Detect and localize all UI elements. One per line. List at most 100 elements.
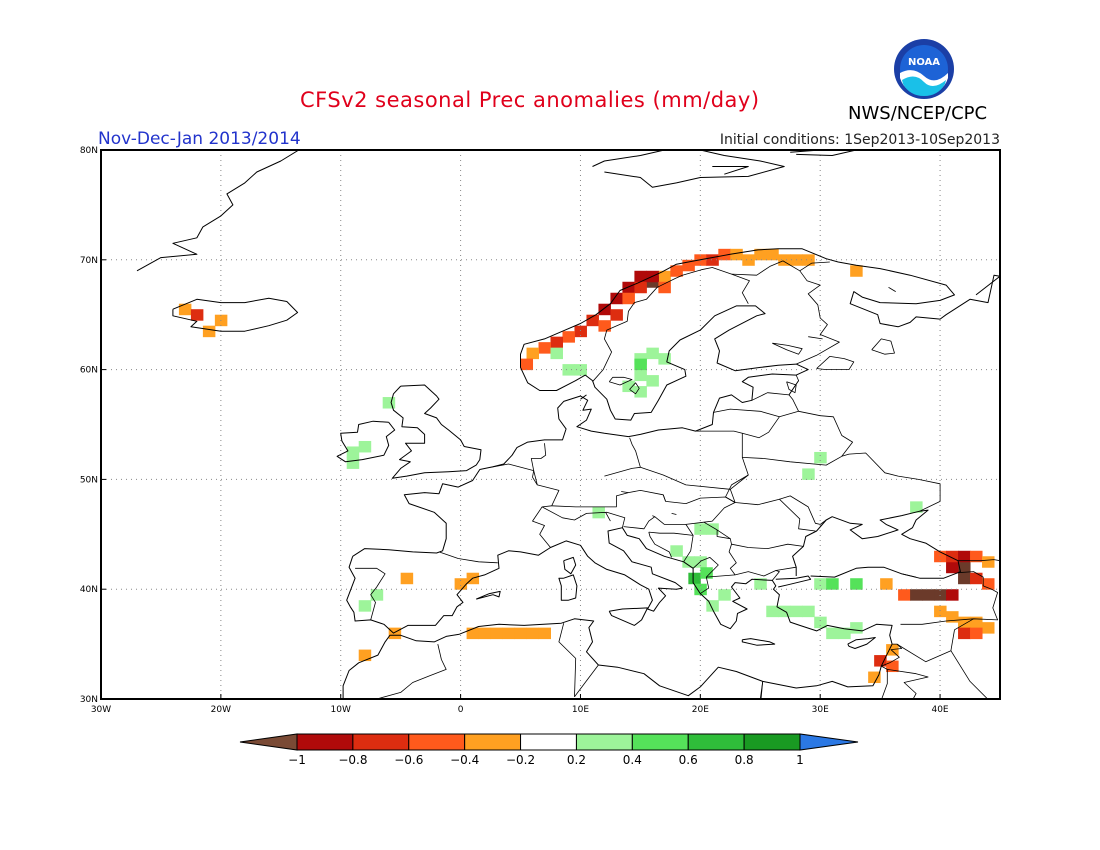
lat-tick-label: 60N	[80, 366, 98, 376]
anomaly-cell	[400, 572, 414, 585]
lat-tick-label: 50N	[80, 475, 98, 485]
anomaly-cell	[934, 589, 947, 601]
anomaly-cell	[538, 342, 551, 354]
anomaly-cell	[634, 281, 647, 294]
anomaly-cell	[910, 589, 923, 601]
anomaly-cell	[550, 347, 563, 360]
country-border	[796, 270, 840, 365]
coastline	[580, 394, 587, 400]
country-border	[950, 650, 989, 699]
lon-tick-label: 10E	[572, 705, 589, 715]
colorbar-swatch	[296, 733, 354, 751]
anomaly-cell	[718, 589, 731, 601]
country-border	[729, 489, 816, 532]
country-border	[530, 443, 547, 486]
coastline	[792, 509, 961, 579]
anomaly-cell	[766, 248, 779, 261]
anomaly-cell	[814, 451, 827, 464]
anomaly-cell	[658, 270, 671, 283]
anomaly-cell	[934, 550, 947, 563]
country-border	[623, 516, 656, 530]
anomaly-cell	[382, 397, 396, 409]
anomaly-cell	[880, 578, 893, 590]
agency-label: NWS/NCEP/CPC	[848, 103, 988, 124]
country-border	[887, 669, 929, 699]
colorbar-swatch	[408, 733, 466, 751]
anomaly-cell	[688, 572, 701, 585]
map-frame	[100, 149, 1001, 700]
country-borders	[343, 260, 1000, 699]
country-border	[901, 573, 917, 578]
anomaly-cell	[970, 616, 983, 629]
axis-ticks: 30W 20W 10W 0 10E 20E 30E 40E 30N 40N 50N 60N 70N 80N	[80, 146, 949, 715]
anomaly-cell	[982, 578, 995, 590]
lon-tick-label: 30E	[812, 705, 829, 715]
country-border	[438, 551, 498, 564]
anomaly-cell	[946, 611, 959, 623]
colorbar-swatch	[575, 733, 633, 751]
anomaly-cell	[682, 556, 695, 568]
anomaly-cell	[946, 561, 959, 574]
country-border	[558, 623, 577, 697]
anomaly-cell	[658, 281, 671, 294]
noaa-logo-text: NOAA	[908, 57, 940, 68]
country-border	[725, 474, 749, 503]
coastline	[608, 607, 649, 626]
lat-tick-label: 80N	[80, 146, 98, 156]
lake-outline	[871, 338, 895, 355]
anomaly-cell	[982, 622, 995, 634]
lake-outline	[786, 381, 797, 394]
anomaly-cell	[598, 303, 611, 316]
anomaly-cell	[202, 325, 216, 338]
anomaly-cell	[562, 364, 575, 376]
anomaly-cell	[346, 446, 360, 458]
anomaly-cell	[514, 627, 528, 640]
country-border	[779, 495, 827, 525]
country-border	[798, 410, 853, 457]
anomaly-cell	[970, 572, 983, 585]
anomaly-cell	[574, 325, 587, 338]
anomaly-cell	[466, 627, 480, 640]
country-border	[742, 452, 941, 512]
lat-tick-label: 70N	[80, 256, 98, 266]
anomaly-cell	[370, 589, 384, 601]
lon-tick-label: 0	[458, 705, 464, 715]
anomaly-cell	[958, 561, 971, 574]
anomaly-cell	[814, 616, 827, 629]
anomaly-cell	[910, 501, 923, 513]
anomaly-cell	[706, 523, 719, 535]
anomaly-cell	[478, 627, 492, 640]
anomaly-cell	[598, 320, 611, 332]
anomaly-cell	[358, 440, 372, 453]
colorbar-label: −0.4	[450, 753, 479, 767]
colorbar-label: 0.4	[623, 753, 642, 767]
anomaly-cell	[358, 600, 372, 612]
colorbar-swatch	[687, 733, 745, 751]
anomaly-cell	[934, 605, 947, 618]
anomaly-cell	[634, 270, 647, 283]
anomaly-cell	[682, 259, 695, 272]
colorbar-arrow-low	[239, 733, 298, 751]
anomaly-cell	[970, 627, 983, 640]
coastline	[172, 297, 299, 332]
anomaly-cell	[838, 627, 851, 640]
lake-outline	[808, 336, 823, 340]
country-border	[716, 529, 731, 540]
country-border	[604, 430, 749, 490]
colorbar-swatch	[464, 733, 522, 751]
initial-conditions: Initial conditions: 1Sep2013-10Sep2013	[719, 132, 1000, 148]
anomaly-cell	[502, 627, 516, 640]
colorbar-label: 0.8	[735, 753, 754, 767]
country-border	[958, 559, 1000, 562]
country-border	[551, 489, 666, 508]
coastline	[741, 638, 776, 646]
lon-tick-label: 20W	[211, 705, 231, 715]
anomaly-cell	[526, 347, 540, 360]
lon-tick-label: 10W	[331, 705, 351, 715]
country-border	[683, 524, 694, 563]
anomaly-cell	[646, 347, 659, 360]
country-border	[703, 521, 804, 549]
colorbar-label: 1	[796, 753, 804, 767]
anomaly-cell	[562, 331, 575, 343]
anomaly-cell	[742, 254, 755, 266]
